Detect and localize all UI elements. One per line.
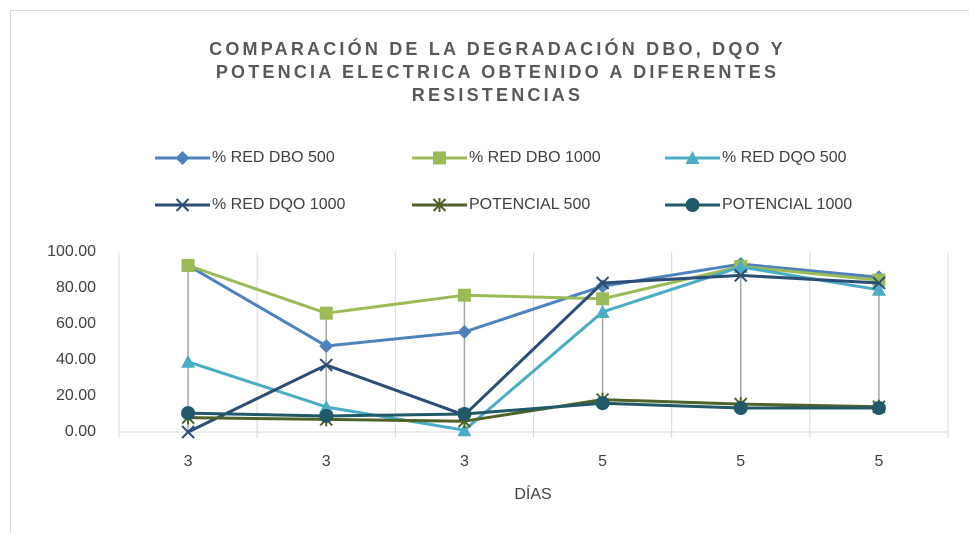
marker [319,306,333,320]
x-tick-label: 3 [322,453,331,470]
chart-frame [10,10,969,533]
y-tick-label: 100.00 [47,243,96,260]
series-line [188,398,879,423]
marker [319,408,334,423]
marker [433,151,446,165]
x-tick-label: 5 [874,453,883,470]
marker [596,292,610,306]
chart-title: COMPARACIÓN DE LA DEGRADACIÓN DBO, DQO Y… [209,39,786,105]
marker [319,358,333,372]
marker [457,407,472,421]
x-tick-label: 3 [460,453,469,470]
series-line [187,265,880,432]
legend-label: % RED DQO 1000 [212,196,345,213]
legend-label: POTENCIAL 500 [469,196,590,213]
marker [432,198,447,212]
marker [733,401,748,416]
marker [595,304,610,318]
marker [457,324,472,339]
marker [181,354,196,368]
legend-label: % RED DQO 500 [722,149,847,166]
marker [175,198,190,212]
marker [871,401,886,416]
marker [595,396,610,411]
marker [872,276,886,290]
marker [685,151,700,164]
series-line [187,273,879,434]
x-tick-label: 5 [736,453,745,470]
marker [181,259,195,272]
marker [457,288,471,302]
y-tick-label: 20.00 [56,387,96,404]
marker [175,151,190,165]
marker [181,425,195,439]
marker [319,338,334,353]
legend-label: % RED DBO 500 [212,149,335,166]
marker [595,276,610,290]
marker [457,423,472,437]
marker [871,282,886,296]
y-tick-label: 60.00 [56,315,96,332]
marker [734,268,748,283]
x-tick-label: 5 [598,453,607,470]
marker [319,399,334,413]
y-tick-label: 80.00 [56,279,96,296]
marker [733,259,748,273]
y-tick-label: 0.00 [65,423,96,440]
x-tick-label: 3 [184,453,193,470]
marker [685,198,700,212]
series-line [188,401,879,418]
y-tick-label: 40.00 [56,351,96,368]
marker [181,406,196,421]
legend-label: % RED DBO 1000 [469,149,601,166]
x-axis-label: DÍAS [514,484,551,503]
series-line [187,262,880,348]
legend-label: POTENCIAL 1000 [722,196,852,213]
series-line [187,264,880,315]
